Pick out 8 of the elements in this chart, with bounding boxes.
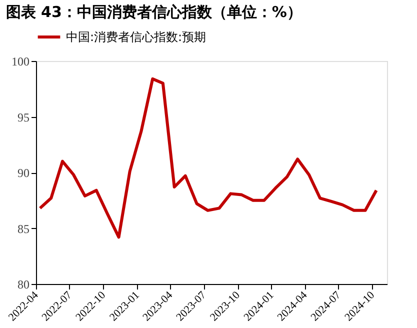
y-tick-label: 90 — [18, 166, 30, 180]
line-series — [38, 77, 378, 239]
y-tick-label: 85 — [18, 222, 30, 236]
y-tick-label: 95 — [18, 110, 30, 124]
y-tick-label: 100 — [12, 54, 30, 68]
y-tick-label: 80 — [18, 278, 30, 292]
chart-title: 图表 43：中国消费者信心指数（单位：%） — [6, 3, 302, 21]
legend-label: 中国:消费者信心指数:预期 — [66, 30, 206, 44]
